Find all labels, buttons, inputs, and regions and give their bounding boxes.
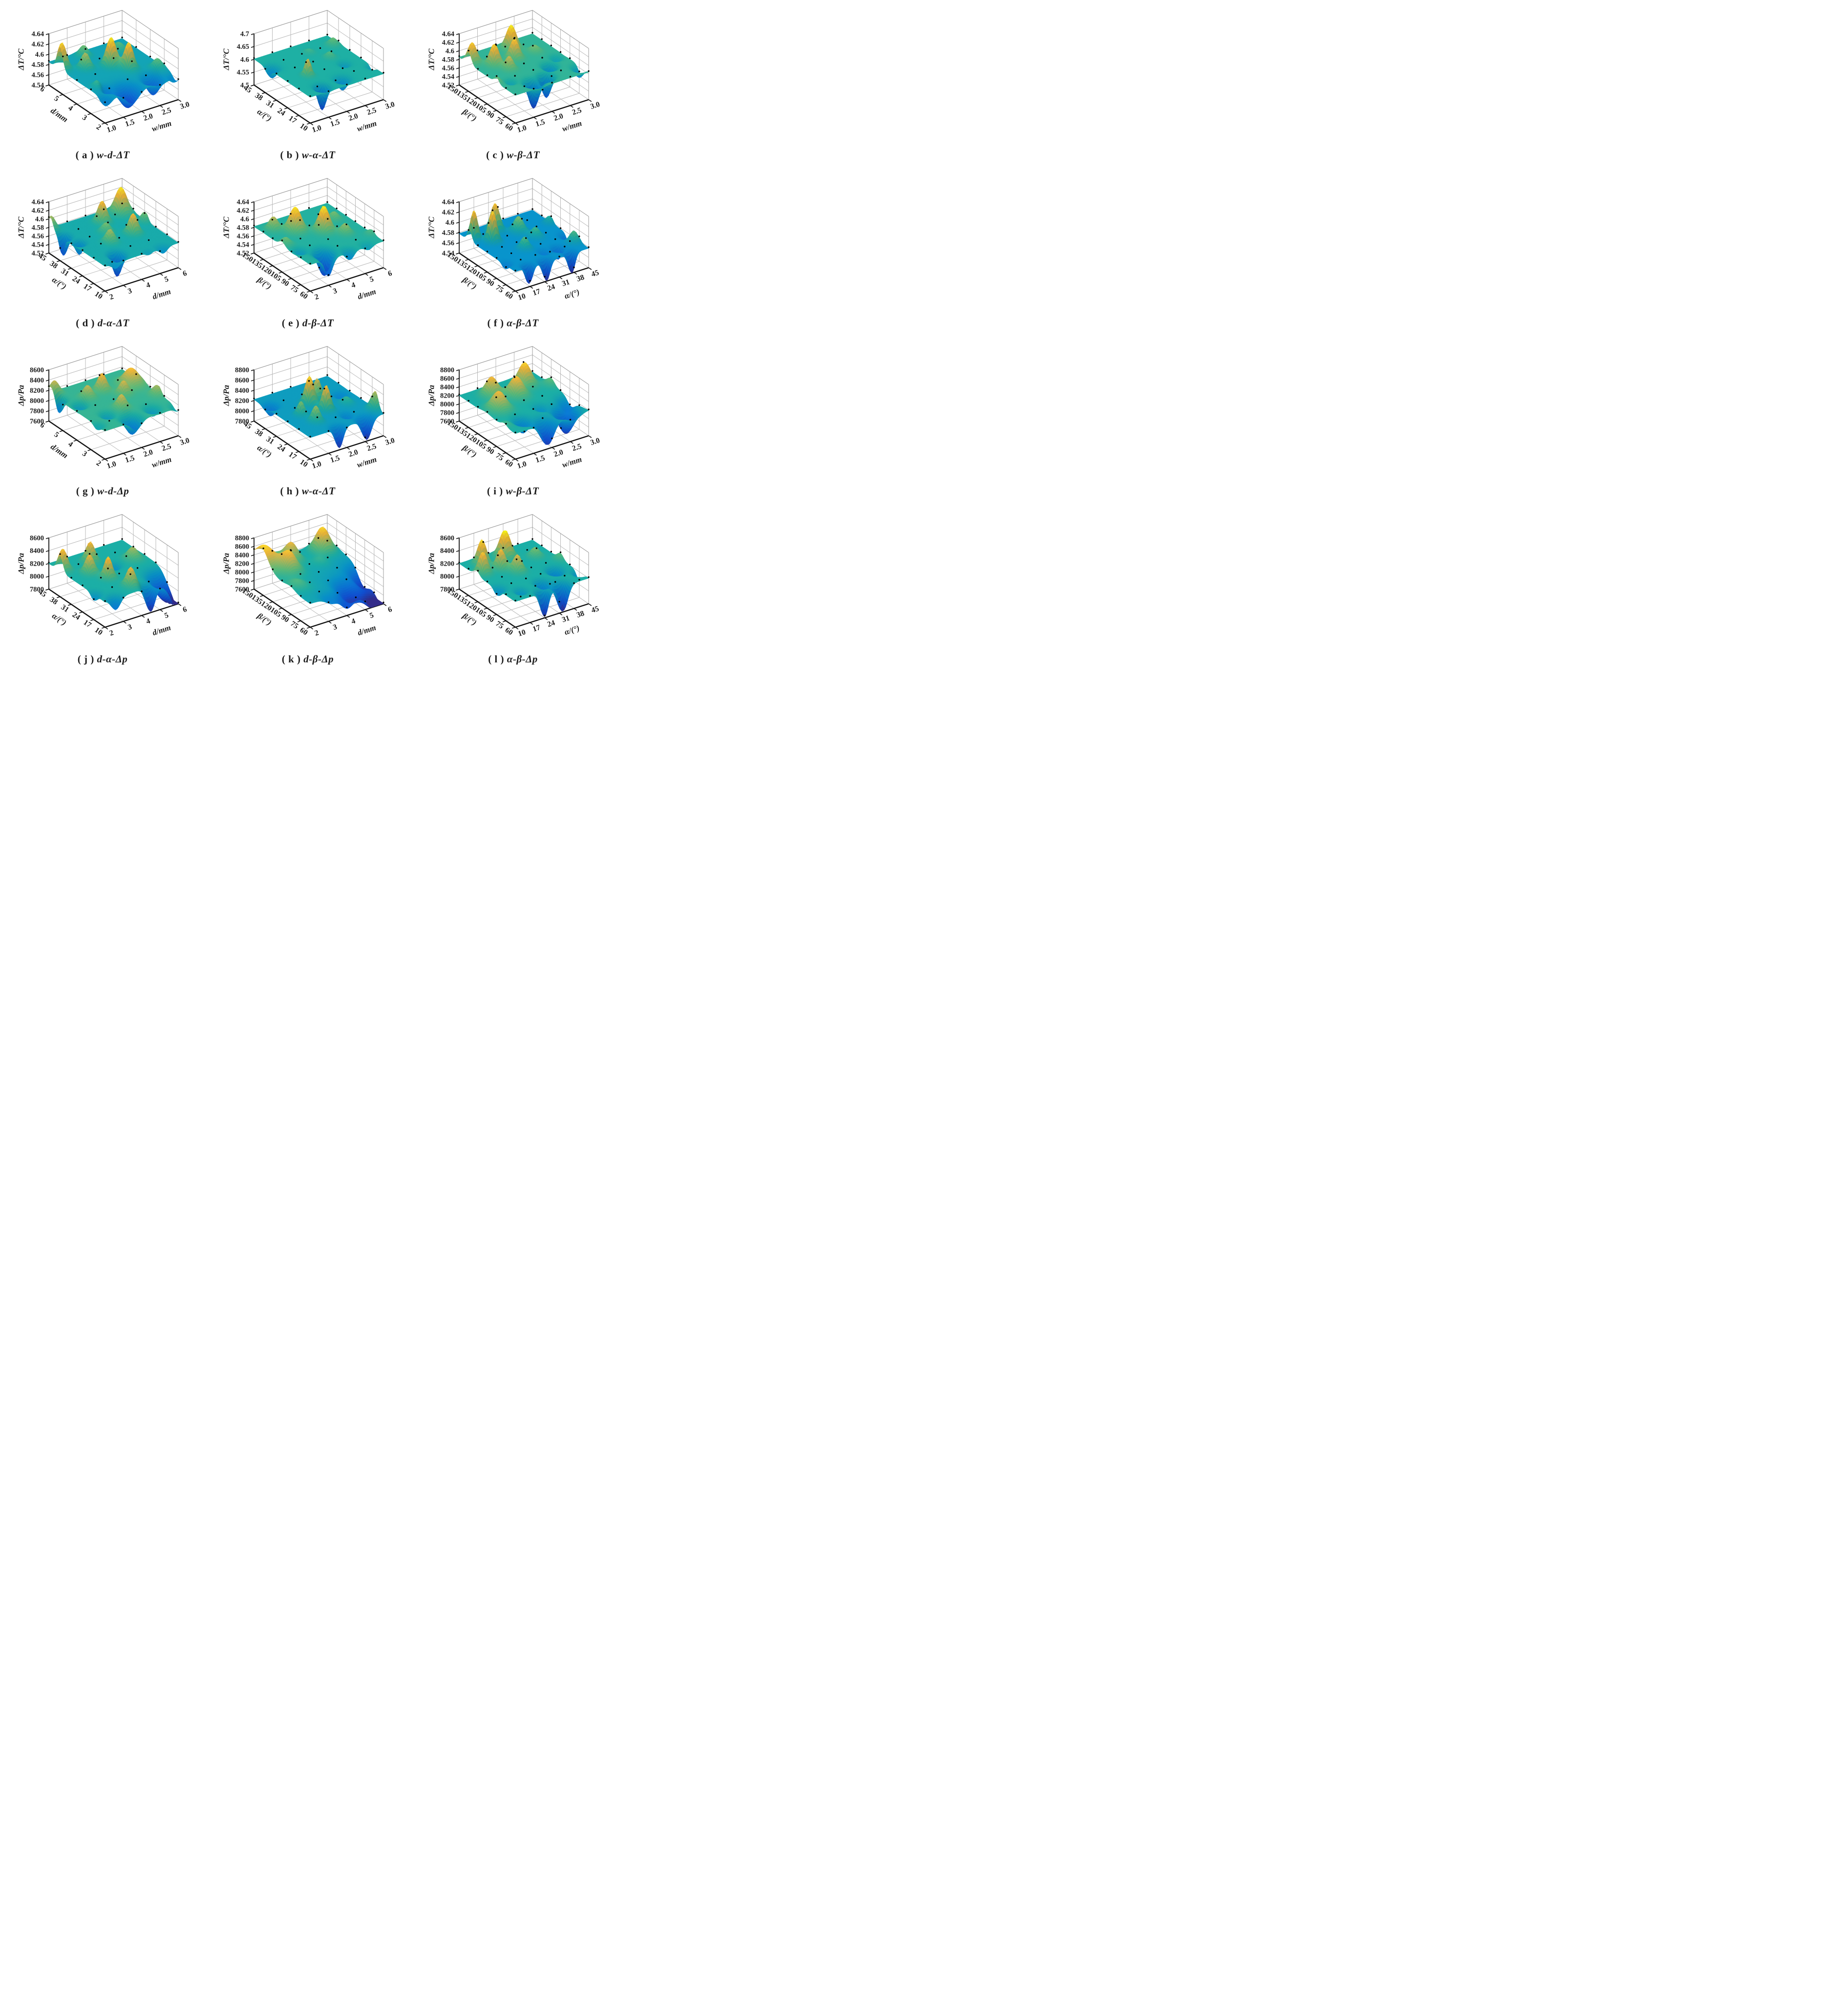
surface-panel-h: ( h ) w-α-ΔT — [205, 336, 410, 504]
caption-formula: w-d-ΔT — [96, 149, 130, 161]
surface-panel-f: ( f ) α-β-ΔT — [410, 168, 616, 336]
panel-caption-a: ( a ) w-d-ΔT — [0, 147, 205, 166]
panel-caption-e: ( e ) d-β-ΔT — [205, 315, 410, 334]
panel-caption-g: ( g ) w-d-Δp — [0, 483, 205, 502]
caption-formula: d-β-ΔT — [302, 317, 334, 329]
panel-caption-l: ( l ) α-β-Δp — [410, 651, 616, 670]
caption-formula: d-α-Δp — [97, 653, 128, 665]
surface-plot-canvas-d — [0, 168, 205, 315]
surface-panel-d: ( d ) d-α-ΔT — [0, 168, 205, 336]
panel-caption-b: ( b ) w-α-ΔT — [205, 147, 410, 166]
surface-plot-canvas-g — [0, 336, 205, 483]
caption-formula: α-β-Δp — [507, 653, 538, 665]
caption-formula: d-α-ΔT — [97, 317, 129, 329]
surface-plot-canvas-h — [205, 336, 410, 483]
caption-index: ( g ) — [76, 485, 95, 497]
surface-plot-canvas-e — [205, 168, 410, 315]
surface-panel-i: ( i ) w-β-ΔT — [410, 336, 616, 504]
surface-plot-canvas-b — [205, 0, 410, 147]
surface-panel-b: ( b ) w-α-ΔT — [205, 0, 410, 168]
surface-panel-e: ( e ) d-β-ΔT — [205, 168, 410, 336]
panel-caption-j: ( j ) d-α-Δp — [0, 651, 205, 670]
panel-caption-d: ( d ) d-α-ΔT — [0, 315, 205, 334]
caption-formula: w-β-ΔT — [506, 485, 539, 497]
caption-index: ( k ) — [281, 653, 301, 665]
surface-plot-canvas-k — [205, 504, 410, 651]
caption-formula: α-β-ΔT — [507, 317, 539, 329]
caption-index: ( l ) — [488, 653, 505, 665]
caption-index: ( e ) — [281, 317, 300, 329]
caption-formula: w-α-ΔT — [301, 485, 336, 497]
surface-plot-canvas-c — [410, 0, 616, 147]
caption-formula: w-d-Δp — [97, 485, 129, 497]
surface-panel-k: ( k ) d-β-Δp — [205, 504, 410, 672]
panel-caption-h: ( h ) w-α-ΔT — [205, 483, 410, 502]
caption-index: ( d ) — [76, 317, 95, 329]
caption-index: ( c ) — [486, 149, 504, 161]
caption-index: ( f ) — [487, 317, 504, 329]
caption-index: ( a ) — [75, 149, 94, 161]
caption-index: ( b ) — [280, 149, 299, 161]
panel-caption-k: ( k ) d-β-Δp — [205, 651, 410, 670]
caption-index: ( i ) — [487, 485, 503, 497]
surface-panel-l: ( l ) α-β-Δp — [410, 504, 616, 672]
panel-caption-f: ( f ) α-β-ΔT — [410, 315, 616, 334]
surface-plot-canvas-i — [410, 336, 616, 483]
surface-panel-c: ( c ) w-β-ΔT — [410, 0, 616, 168]
surface-panel-a: ( a ) w-d-ΔT — [0, 0, 205, 168]
surface-plot-canvas-l — [410, 504, 616, 651]
panel-caption-i: ( i ) w-β-ΔT — [410, 483, 616, 502]
surface-plot-canvas-j — [0, 504, 205, 651]
panel-caption-c: ( c ) w-β-ΔT — [410, 147, 616, 166]
caption-formula: w-β-ΔT — [507, 149, 540, 161]
caption-index: ( j ) — [77, 653, 94, 665]
surface-panel-j: ( j ) d-α-Δp — [0, 504, 205, 672]
surface-plot-canvas-f — [410, 168, 616, 315]
caption-formula: w-α-ΔT — [301, 149, 336, 161]
surface-panel-g: ( g ) w-d-Δp — [0, 336, 205, 504]
surface-plot-canvas-a — [0, 0, 205, 147]
figure-grid: ( a ) w-d-ΔT ( b ) w-α-ΔT ( c ) w-β-ΔT (… — [0, 0, 616, 672]
caption-index: ( h ) — [280, 485, 299, 497]
caption-formula: d-β-Δp — [303, 653, 334, 665]
